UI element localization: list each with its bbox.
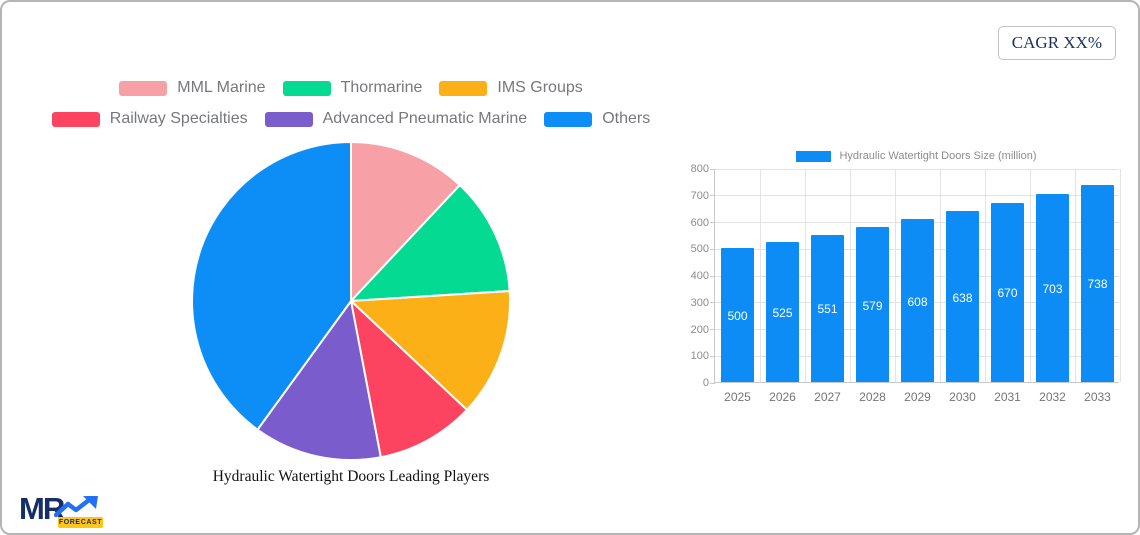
bar-2025[interactable] bbox=[721, 248, 754, 382]
cagr-badge: CAGR XX% bbox=[997, 26, 1116, 60]
bar-value-label: 551 bbox=[817, 302, 838, 317]
legend-swatch-icon bbox=[282, 80, 331, 96]
legend-item-thormarine[interactable]: Thormarine bbox=[282, 79, 423, 97]
bar-value-label: 608 bbox=[907, 294, 928, 309]
x-tick-label: 2029 bbox=[904, 390, 931, 404]
x-tick-label: 2025 bbox=[724, 390, 751, 404]
y-tick-label: 800 bbox=[690, 163, 709, 175]
gridline-v bbox=[804, 169, 806, 382]
gridline-h bbox=[715, 168, 1119, 170]
legend-swatch-icon bbox=[439, 80, 488, 96]
y-tick-label: 500 bbox=[690, 243, 709, 256]
legend-item-label: Railway Specialties bbox=[109, 110, 248, 127]
gridline-v bbox=[1029, 169, 1031, 382]
x-tick-label: 2033 bbox=[1084, 390, 1111, 404]
pie-legend: MML Marine Thormarine IMS Groups Railway Sp… bbox=[2, 79, 700, 141]
bar-2028[interactable] bbox=[856, 227, 889, 382]
bar-chart-plot: 0 100 200 300 400 500 600 700 800 500 2025 525 2026 5… bbox=[691, 163, 1121, 404]
pie-slice-railway-specialties[interactable] bbox=[350, 300, 468, 459]
bar-2027[interactable] bbox=[811, 234, 844, 382]
legend-item-mml-marine[interactable]: MML Marine bbox=[119, 79, 266, 97]
mr-forecast-logo: MR FORECAST bbox=[19, 493, 109, 533]
y-tick-label: 300 bbox=[690, 296, 709, 309]
bar-2032[interactable] bbox=[1036, 193, 1069, 382]
gridline-v bbox=[984, 169, 986, 382]
bar-value-label: 525 bbox=[772, 305, 793, 320]
bar-value-label: 703 bbox=[1042, 281, 1063, 296]
legend-item-railway-specialties[interactable]: Railway Specialties bbox=[51, 110, 248, 128]
pie-chart-title: Hydraulic Watertight Doors Leading Playe… bbox=[212, 468, 490, 485]
logo-text: MR bbox=[19, 491, 65, 526]
legend-swatch-icon bbox=[119, 80, 168, 96]
legend-item-advanced-pneumatic-marine[interactable]: Advanced Pneumatic Marine bbox=[264, 110, 528, 128]
bar-value-label: 638 bbox=[952, 290, 973, 305]
y-tick-label: 400 bbox=[690, 270, 709, 282]
bar-value-label: 738 bbox=[1087, 277, 1108, 292]
pie-slice-thormarine[interactable] bbox=[350, 184, 511, 302]
x-tick-label: 2032 bbox=[1039, 390, 1066, 404]
trend-arrow-icon bbox=[54, 496, 98, 518]
legend-swatch-icon bbox=[264, 111, 313, 127]
x-tick-label: 2028 bbox=[859, 390, 886, 404]
bar-chart-legend[interactable]: Hydraulic Watertight Doors Size (million… bbox=[714, 150, 1119, 162]
x-tick-label: 2027 bbox=[814, 390, 841, 404]
legend-item-label: IMS Groups bbox=[497, 79, 583, 96]
y-tick-label: 0 bbox=[702, 377, 709, 389]
pie-slice-ims-groups[interactable] bbox=[350, 290, 512, 411]
pie-slice-advanced-pneumatic-marine[interactable] bbox=[256, 300, 382, 461]
y-axis-tick bbox=[710, 248, 715, 250]
bar-legend-label: Hydraulic Watertight Doors Size (million… bbox=[839, 150, 1037, 162]
legend-row-2: Railway Specialties Advanced Pneumatic Ma… bbox=[2, 110, 700, 128]
legend-item-label: Thormarine bbox=[340, 79, 423, 96]
bar-value-label: 670 bbox=[997, 286, 1018, 301]
legend-row-1: MML Marine Thormarine IMS Groups bbox=[2, 79, 700, 97]
bar-2029[interactable] bbox=[901, 219, 934, 382]
bar-legend-swatch bbox=[796, 150, 832, 162]
pie-slice-others[interactable] bbox=[191, 141, 352, 431]
gridline-v bbox=[759, 169, 761, 382]
legend-item-label: Others bbox=[602, 110, 651, 127]
pie-slice-mml-marine[interactable] bbox=[350, 141, 461, 302]
y-axis-tick bbox=[710, 222, 715, 223]
gridline-v bbox=[1119, 169, 1121, 382]
legend-item-ims-groups[interactable]: IMS Groups bbox=[439, 79, 583, 97]
y-axis-tick bbox=[710, 382, 715, 384]
x-tick-label: 2026 bbox=[769, 390, 796, 404]
bar-2031[interactable] bbox=[991, 202, 1024, 382]
gridline-v bbox=[894, 169, 896, 382]
legend-swatch-icon bbox=[544, 111, 593, 127]
y-tick-label: 100 bbox=[690, 350, 709, 363]
x-tick-label: 2030 bbox=[949, 390, 976, 404]
y-axis-tick bbox=[710, 168, 715, 170]
y-axis-tick bbox=[710, 329, 715, 330]
bar-2030[interactable] bbox=[946, 211, 979, 382]
gridline-v bbox=[939, 169, 941, 382]
x-tick-label: 2031 bbox=[994, 390, 1021, 404]
gridline-v bbox=[849, 169, 851, 382]
bar-value-label: 579 bbox=[862, 298, 883, 313]
y-axis-tick bbox=[710, 275, 715, 277]
bar-value-label: 500 bbox=[727, 309, 748, 324]
legend-item-label: MML Marine bbox=[177, 79, 266, 96]
bar-2026[interactable] bbox=[766, 241, 799, 382]
gridline-v bbox=[1074, 169, 1076, 382]
legend-item-others[interactable]: Others bbox=[544, 110, 650, 128]
y-axis-tick bbox=[710, 195, 715, 197]
y-tick-label: 200 bbox=[690, 323, 709, 336]
gridline-h bbox=[715, 195, 1119, 197]
pie-chart bbox=[191, 141, 512, 461]
legend-swatch-icon bbox=[51, 111, 100, 127]
y-axis-tick bbox=[710, 355, 715, 357]
bar-2033[interactable] bbox=[1081, 184, 1114, 382]
legend-item-label: Advanced Pneumatic Marine bbox=[322, 110, 528, 127]
y-tick-label: 700 bbox=[690, 189, 709, 202]
y-axis-tick bbox=[710, 302, 715, 304]
forecast-badge: FORECAST bbox=[58, 517, 103, 528]
y-tick-label: 600 bbox=[690, 216, 709, 229]
